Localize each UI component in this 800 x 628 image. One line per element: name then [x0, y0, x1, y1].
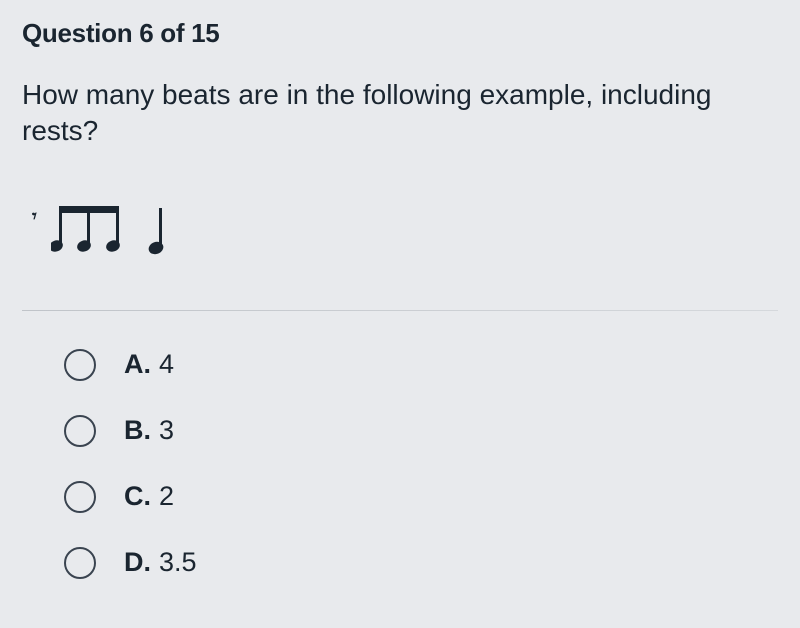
music-notation: 𝄾 — [32, 200, 778, 260]
option-label: B. 3 — [124, 415, 174, 446]
option-b[interactable]: B. 3 — [64, 415, 778, 447]
beamed-eighth-notes-icon — [51, 202, 131, 258]
option-label: D. 3.5 — [124, 547, 197, 578]
option-a[interactable]: A. 4 — [64, 349, 778, 381]
options-list: A. 4 B. 3 C. 2 D. 3.5 — [22, 349, 778, 579]
radio-icon — [64, 481, 96, 513]
option-letter: C. — [124, 481, 151, 512]
option-d[interactable]: D. 3.5 — [64, 547, 778, 579]
option-value: 3.5 — [159, 547, 197, 578]
radio-icon — [64, 415, 96, 447]
option-value: 4 — [159, 349, 174, 380]
option-label: A. 4 — [124, 349, 174, 380]
section-divider — [22, 310, 778, 311]
question-header: Question 6 of 15 — [22, 18, 778, 49]
option-letter: B. — [124, 415, 151, 446]
option-value: 2 — [159, 481, 174, 512]
option-value: 3 — [159, 415, 174, 446]
option-label: C. 2 — [124, 481, 174, 512]
eighth-rest-icon: 𝄾 — [32, 206, 37, 227]
option-c[interactable]: C. 2 — [64, 481, 778, 513]
quarter-note-icon — [145, 202, 171, 258]
radio-icon — [64, 349, 96, 381]
question-text: How many beats are in the following exam… — [22, 77, 778, 150]
option-letter: A. — [124, 349, 151, 380]
radio-icon — [64, 547, 96, 579]
option-letter: D. — [124, 547, 151, 578]
